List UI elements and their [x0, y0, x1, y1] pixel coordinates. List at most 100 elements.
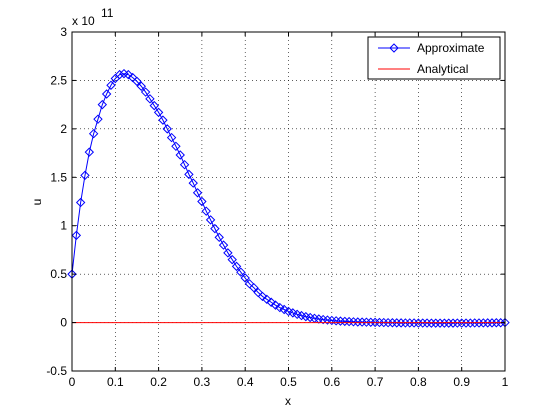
data-point: [75, 197, 86, 208]
data-point: [331, 316, 341, 326]
x-tick-label: 0: [69, 375, 76, 389]
y-exponent-power: 11: [101, 6, 114, 20]
data-point: [348, 317, 359, 327]
data-point: [383, 317, 393, 328]
x-tick-label: 0.4: [237, 375, 254, 389]
data-point: [262, 294, 272, 305]
data-point: [197, 196, 207, 207]
y-tick-label: 2: [60, 122, 67, 136]
data-point: [431, 318, 441, 328]
data-point: [405, 318, 415, 328]
data-point: [101, 89, 112, 99]
y-exponent-base: x 10: [72, 14, 95, 28]
x-tick-label: 0.8: [410, 375, 427, 389]
y-tick-label: -0.5: [46, 364, 67, 378]
data-point: [93, 114, 103, 124]
data-point: [140, 87, 151, 97]
data-point: [71, 230, 82, 241]
data-point: [422, 318, 432, 328]
data-point: [435, 318, 445, 328]
data-point: [426, 318, 437, 328]
y-tick-label: 1: [60, 219, 67, 233]
data-point: [456, 318, 467, 328]
data-point: [123, 69, 133, 80]
data-point: [188, 178, 198, 188]
data-point: [387, 318, 398, 328]
data-point: [88, 128, 99, 139]
grid-lines: [72, 32, 505, 371]
legend-label-approximate: Approximate: [417, 41, 485, 55]
data-point: [374, 317, 385, 328]
x-tick-label: 0.3: [194, 375, 211, 389]
series-layer: [67, 68, 510, 328]
data-point: [205, 215, 216, 225]
data-point: [106, 80, 116, 90]
y-tick-labels: -0.5 0 0.5 1 1.5 2 2.5 3: [46, 25, 67, 378]
data-point: [340, 316, 350, 327]
legend-label-analytical: Analytical: [417, 62, 468, 76]
data-point: [179, 159, 190, 170]
y-axis-label: u: [30, 199, 44, 206]
data-point: [418, 318, 428, 328]
data-point: [361, 317, 372, 327]
data-point: [465, 318, 476, 328]
data-point: [240, 273, 250, 283]
data-point: [162, 124, 172, 134]
axis-ticks: [71, 31, 506, 372]
x-tick-label: 0.9: [453, 375, 470, 389]
data-point: [491, 318, 502, 328]
x-tick-label: 0.2: [150, 375, 167, 389]
data-point: [392, 318, 402, 328]
data-point: [175, 150, 185, 160]
x-tick-labels: 0 0.1 0.2 0.3 0.4 0.5 0.6 0.7 0.8 0.9 1: [69, 375, 509, 389]
data-point: [210, 223, 220, 234]
x-axis-label: x: [285, 394, 291, 408]
data-point: [444, 318, 454, 328]
data-point: [218, 240, 229, 250]
y-tick-label: 3: [60, 25, 67, 39]
data-point: [279, 304, 289, 315]
y-tick-label: 2.5: [50, 73, 67, 87]
data-point: [236, 267, 246, 277]
legend-box: [367, 36, 501, 80]
data-point: [400, 318, 411, 328]
data-point: [379, 317, 389, 328]
data-point: [114, 69, 125, 80]
x-tick-label: 0.5: [280, 375, 297, 389]
y-tick-label: 0.5: [50, 267, 67, 281]
data-point: [448, 318, 458, 328]
data-point: [357, 317, 367, 327]
data-point: [495, 318, 506, 328]
data-point: [136, 81, 146, 91]
data-point: [478, 318, 489, 328]
data-point: [413, 318, 424, 328]
data-point: [166, 132, 177, 143]
data-point: [201, 206, 211, 216]
data-point: [97, 99, 108, 110]
data-point: [266, 297, 276, 307]
data-point: [158, 115, 168, 125]
data-point: [366, 317, 376, 327]
data-point: [487, 318, 497, 328]
data-point: [145, 94, 155, 104]
data-point: [335, 316, 346, 326]
data-point: [370, 317, 380, 328]
data-point: [149, 100, 159, 111]
data-point: [439, 318, 450, 328]
data-point: [344, 316, 354, 327]
data-point: [132, 76, 142, 87]
data-point: [171, 141, 181, 151]
data-point: [214, 232, 224, 243]
data-point: [249, 282, 259, 293]
data-point: [80, 170, 90, 181]
data-point: [231, 261, 242, 272]
data-point: [223, 248, 233, 258]
x-tick-label: 0.1: [107, 375, 124, 389]
legend: Approximate Analytical: [367, 36, 501, 80]
data-point: [452, 318, 463, 328]
data-point: [192, 188, 203, 198]
series-markers-approximate: [67, 68, 510, 328]
data-point: [482, 318, 493, 328]
data-point: [84, 147, 95, 157]
legend-marker-approximate: [389, 43, 399, 53]
